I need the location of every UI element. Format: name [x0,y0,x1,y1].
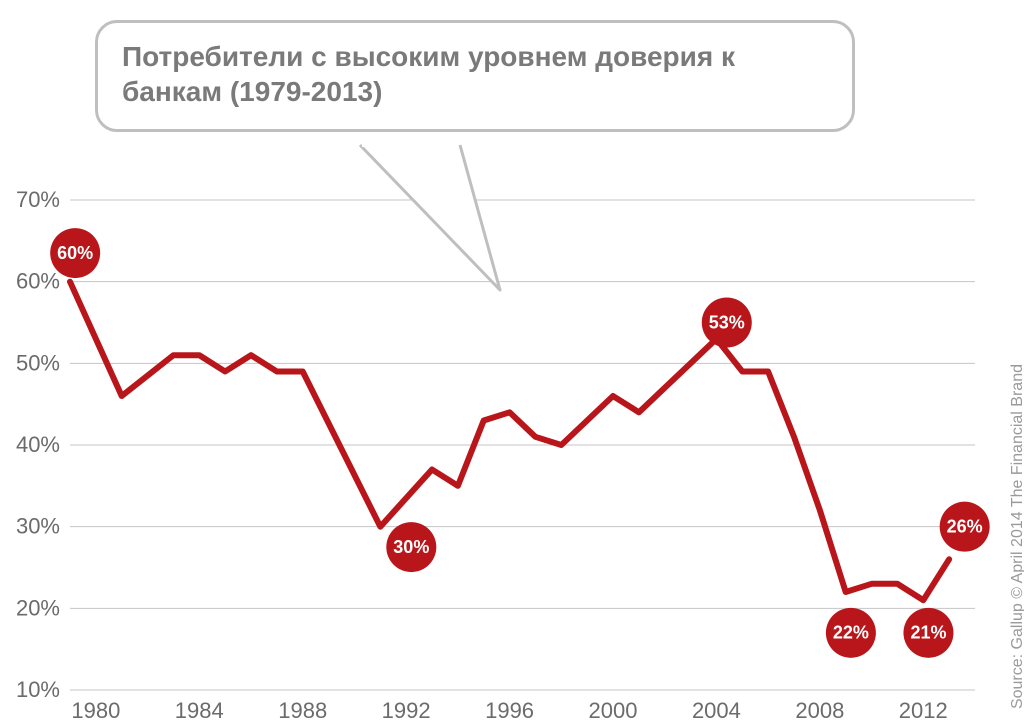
x-tick-label: 1984 [175,698,224,723]
y-tick-label: 30% [16,514,60,539]
y-tick-label: 70% [16,187,60,212]
highlight-marker-label: 21% [910,623,946,643]
x-tick-label: 2004 [692,698,741,723]
y-tick-label: 10% [16,677,60,702]
y-tick-label: 20% [16,595,60,620]
trust-line [70,282,949,601]
highlight-marker-label: 53% [709,312,745,332]
chart-source: Source: Gallup © April 2014 The Financia… [1009,364,1024,709]
x-tick-label: 2008 [795,698,844,723]
x-tick-label: 1992 [382,698,431,723]
highlight-marker-label: 60% [57,243,93,263]
chart-title: Потребители с высоким уровнем доверия к … [122,39,828,109]
x-tick-label: 1988 [278,698,327,723]
x-tick-label: 2000 [589,698,638,723]
highlight-marker-label: 22% [833,623,869,643]
y-tick-label: 60% [16,269,60,294]
y-tick-label: 50% [16,350,60,375]
chart-container: 10% 20% 30% 40% 50% 60% 70% 1980 1984 1988 1992 199… [0,0,1024,727]
speech-tail [360,145,500,290]
x-tick-label: 1980 [71,698,120,723]
chart-title-bubble: Потребители с высоким уровнем доверия к … [95,20,855,132]
y-tick-label: 40% [16,432,60,457]
x-tick-label: 1996 [485,698,534,723]
highlight-marker-label: 30% [393,537,429,557]
highlight-marker-label: 26% [947,516,983,536]
x-tick-label: 2012 [899,698,948,723]
